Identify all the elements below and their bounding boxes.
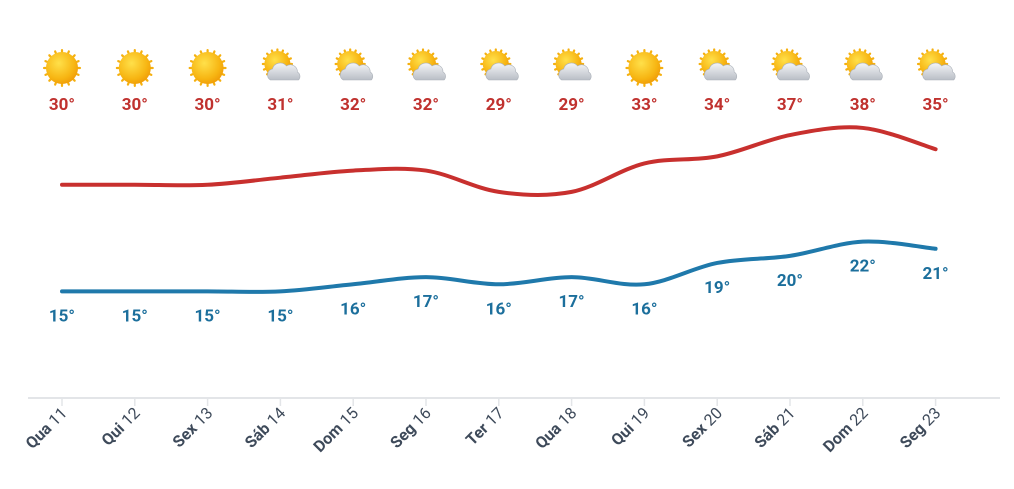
x-tick-label: Dom 15 — [310, 403, 363, 456]
cloud — [704, 62, 738, 81]
weather-icon — [552, 48, 592, 81]
weather-icon — [844, 48, 883, 81]
weather-icon — [771, 48, 810, 81]
min-temp-label: 15° — [195, 306, 221, 326]
min-temp-label: 17° — [559, 292, 585, 312]
weather-icon — [625, 48, 664, 88]
max-temp-label: 29° — [486, 95, 512, 115]
cloud — [485, 62, 519, 81]
max-temp-label: 37° — [777, 95, 803, 115]
min-temp-label: 16° — [486, 299, 512, 319]
max-temp-label: 30° — [122, 95, 148, 115]
weather-icon — [115, 48, 154, 88]
weather-icon — [42, 48, 82, 88]
min-temp-label: 16° — [340, 299, 366, 319]
weather-icon — [698, 48, 738, 81]
x-tick-label: Qua 18 — [531, 403, 580, 452]
x-tick-label: Qua 11 — [22, 403, 71, 452]
min-temp-label: 15° — [49, 306, 75, 326]
x-tick-label: Qui 12 — [98, 403, 144, 449]
x-tick-label: Sex 20 — [678, 403, 726, 451]
min-temp-label: 15° — [267, 306, 293, 326]
x-tick-label: Sáb 21 — [750, 403, 798, 451]
max-temp-label: 30° — [195, 95, 221, 115]
weather-icon — [916, 48, 956, 81]
max-temp-label: 38° — [850, 95, 876, 115]
x-tick-label: Seg 16 — [386, 403, 435, 452]
weather-icon — [188, 48, 227, 88]
min-temp-label: 21° — [923, 264, 949, 284]
max-temp-label: 30° — [49, 95, 75, 115]
x-tick-label: Dom 22 — [819, 403, 872, 456]
max-temp-label: 32° — [413, 95, 439, 115]
sun-disc — [118, 52, 151, 84]
min-temp-label: 16° — [631, 299, 657, 319]
min-temp-label: 15° — [122, 306, 148, 326]
max-temp-label: 32° — [340, 95, 366, 115]
x-tick-label: Sáb 14 — [241, 403, 289, 451]
max-temp-label: 35° — [923, 95, 949, 115]
sun-disc — [46, 52, 78, 84]
min-temp-label: 20° — [777, 271, 803, 291]
weather-icon — [407, 48, 446, 81]
weather-icon — [334, 48, 374, 81]
cloud — [558, 62, 592, 81]
min-temp-label: 22° — [850, 257, 876, 277]
x-tick-label: Ter 17 — [462, 403, 508, 449]
temperature-line — [60, 125, 938, 198]
weather-icon — [480, 48, 519, 81]
max-temp-label: 31° — [267, 95, 293, 115]
max-temp-label: 33° — [631, 95, 657, 115]
max-temp-label: 34° — [704, 95, 730, 115]
temperature-line — [60, 239, 938, 294]
x-tick-label: Qui 19 — [607, 403, 653, 449]
sun-disc — [628, 52, 661, 84]
cloud — [849, 62, 883, 81]
min-temp-label: 19° — [704, 278, 730, 298]
cloud — [267, 62, 301, 81]
weather-icon — [261, 48, 301, 81]
x-tick-label: Sex 13 — [169, 403, 217, 451]
cloud — [412, 62, 446, 81]
min-temp-label: 17° — [413, 292, 439, 312]
cloud — [340, 62, 374, 81]
cloud — [922, 62, 956, 81]
sun-disc — [191, 52, 224, 84]
max-temp-label: 29° — [559, 95, 585, 115]
x-tick-label: Seg 23 — [896, 403, 945, 452]
cloud — [776, 62, 810, 81]
